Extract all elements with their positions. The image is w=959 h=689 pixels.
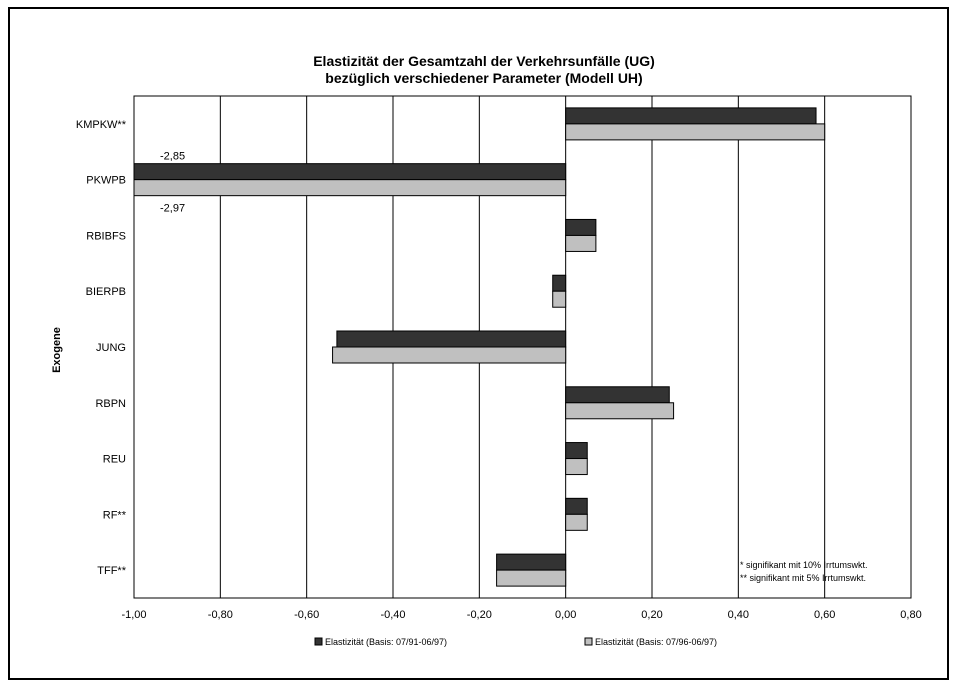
bar-series-2 [552,290,567,308]
data-label-series-1: -2,85 [160,151,185,163]
category-label: TFF** [97,565,126,577]
category-label: BIERPB [86,286,126,298]
x-tick-label: 0,20 [641,609,662,621]
bar-series-1 [133,163,567,181]
bar-series-2 [332,346,567,364]
x-tick-label: -0,40 [380,609,405,621]
chart-title-line-1: Elastizität der Gesamtzahl der Verkehrsu… [313,53,655,69]
bar-series-2 [565,123,826,141]
bar-series-1 [565,386,670,404]
bar-series-2 [565,513,588,531]
plot-area: -1,00 -0,80 -0,60 -0,40 -0,20 0,00 0,20 0,40 0,6… [76,95,922,621]
x-tick-label: -0,20 [467,609,492,621]
category-label: JUNG [96,342,126,354]
x-tick-label: 0,40 [728,609,749,621]
x-tick-label: 0,80 [900,609,921,621]
bar-series-1 [565,107,817,125]
significance-notes: * signifikant mit 10% Irrtumswkt. ** sig… [740,560,868,583]
legend-label: Elastizität (Basis: 07/91-06/97) [325,637,447,647]
legend-swatch [584,637,593,646]
data-label-series-2: -2,97 [160,203,185,215]
y-axis-title: Exogene [51,327,63,373]
x-tick-label: -0,60 [294,609,319,621]
bar-series-1 [552,274,567,292]
significance-note-5: ** signifikant mit 5% Irrtumswkt. [740,573,866,583]
bar-series-1 [496,553,567,571]
x-tick-label: 0,00 [555,609,576,621]
category-label: RBPN [95,398,126,410]
bar-series-2 [496,569,567,587]
bar-series-2 [133,179,567,197]
x-tick-label: -1,00 [121,609,146,621]
bar-series-1 [336,330,567,348]
bar-series-2 [565,402,675,420]
category-label: KMPKW** [76,119,127,131]
significance-note-10: * signifikant mit 10% Irrtumswkt. [740,560,868,570]
chart-title-line-2: bezüglich verschiedener Parameter (Model… [325,70,642,86]
bar-series-1 [565,218,597,236]
category-label: PKWPB [86,175,126,187]
category-label: RF** [103,509,127,521]
bar-series-2 [565,458,588,476]
bar-series-2 [565,234,597,252]
legend-swatch [314,637,323,646]
x-tick-label: -0,80 [208,609,233,621]
x-tick-label: 0,60 [814,609,835,621]
bar-series-1 [565,497,588,515]
category-label: RBIBFS [86,230,126,242]
category-label: REU [103,454,126,466]
legend-label: Elastizität (Basis: 07/96-06/97) [595,637,717,647]
legend: Elastizität (Basis: 07/91-06/97) Elastizi… [314,637,717,647]
bar-series-1 [565,442,588,460]
